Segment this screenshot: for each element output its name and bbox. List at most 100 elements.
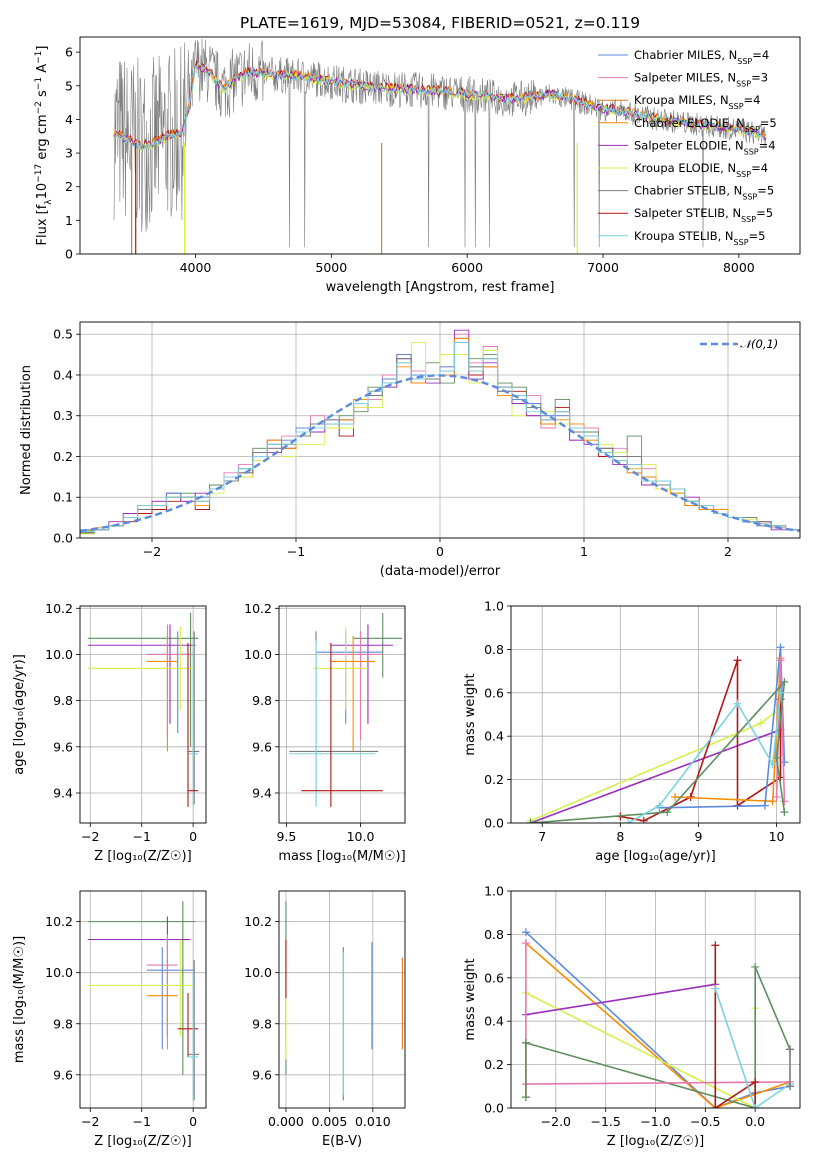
weight-marker <box>776 656 785 665</box>
data-point <box>330 631 383 740</box>
y-tick-label: 4 <box>65 112 73 127</box>
x-tick-label: 10 <box>769 829 785 844</box>
x-axis-label: Z [log₁₀(Z/Z☉)] <box>607 1134 704 1149</box>
weight-marker <box>711 941 720 950</box>
legend-label: Chabrier MILES, NSSP=4 <box>634 48 769 66</box>
weight-marker <box>780 758 789 767</box>
y-tick-label: 0.2 <box>484 772 504 787</box>
histogram-step <box>80 341 800 538</box>
weight-marker <box>780 808 789 817</box>
weight-marker <box>671 792 680 801</box>
y-tick-label: 9.6 <box>53 739 73 754</box>
x-axis-label: wavelength [Angstrom, rest frame] <box>326 280 555 295</box>
data-point <box>188 972 199 1101</box>
weight-line <box>525 966 791 1108</box>
data-point <box>177 993 199 1057</box>
weight-marker <box>756 719 765 728</box>
legend-label: 𝒩(0,1) <box>740 337 778 351</box>
y-axis-label: mass weight <box>463 958 478 1040</box>
x-tick-label: 6000 <box>451 260 483 275</box>
axes-frame <box>510 605 801 824</box>
y-tick-label: 9.8 <box>53 1016 73 1031</box>
x-tick-label: 8 <box>616 829 624 844</box>
x-tick-label: 10.0 <box>347 829 375 844</box>
y-tick-label: 9.4 <box>53 785 73 800</box>
figure-title: PLATE=1619, MJD=53084, FIBERID=0521, z=0… <box>240 14 640 32</box>
y-tick-label: 10.2 <box>45 914 73 929</box>
legend-label: Salpeter ELODIE, NSSP=4 <box>634 138 776 156</box>
weight-line <box>714 945 756 1108</box>
x-tick-label: 1 <box>580 544 588 559</box>
y-tick-label: 10.0 <box>244 647 272 662</box>
y-tick-label: 9.6 <box>252 739 272 754</box>
axes-mass_vs_ebv: 0.000 0.005 0.010 9.6 9.8 10.0 10.2 E(B-V) <box>244 891 405 1149</box>
x-tick-label: −2.0 <box>541 1114 571 1129</box>
legend-label: Chabrier STELIB, NSSP=5 <box>634 184 774 202</box>
weight-marker <box>733 656 742 665</box>
y-tick-label: 10.0 <box>45 965 73 980</box>
y-tick-label: 0.6 <box>484 685 504 700</box>
x-tick-label: −2 <box>143 544 161 559</box>
x-tick-label: 7 <box>538 829 546 844</box>
y-tick-label: 5 <box>65 78 73 93</box>
y-tick-label: 0.4 <box>484 1014 504 1029</box>
x-tick-label: 9.5 <box>276 829 296 844</box>
axes-spectrum: 4000 5000 6000 7000 8000 0 1 2 3 4 5 6 wavelength [A… <box>65 45 755 295</box>
data-point <box>187 642 199 807</box>
weight-marker <box>624 819 633 823</box>
y-tick-label: 1.0 <box>484 599 504 614</box>
y-tick-label: 0.2 <box>484 1057 504 1072</box>
x-tick-label: 2 <box>724 544 732 559</box>
weight-marker <box>786 1045 795 1054</box>
y-tick-label: 10.0 <box>45 647 73 662</box>
y-tick-label: 9.4 <box>252 785 272 800</box>
y-tick-label: 0.0 <box>53 531 73 546</box>
weight-marker <box>639 816 648 823</box>
data-point <box>87 939 194 1037</box>
data-point <box>330 624 394 724</box>
data-point <box>289 640 376 807</box>
legend-label: Salpeter STELIB, NSSP=5 <box>634 206 773 224</box>
x-tick-label: 0 <box>189 1114 197 1129</box>
legend-label: Kroupa STELIB, NSSP=5 <box>634 229 765 247</box>
axes-frame <box>79 321 801 539</box>
y-tick-label: 9.6 <box>53 1067 73 1082</box>
y-tick-label: 9.8 <box>252 1016 272 1031</box>
weight-marker <box>768 760 777 769</box>
y-tick-label: 0.0 <box>484 816 504 831</box>
y-tick-label: 0.0 <box>484 1101 504 1116</box>
axes-residuals: −2 −1 0 1 2 0.0 0.1 0.2 0.3 0.4 0.5 (data-model)/er… <box>19 322 800 579</box>
weight-marker <box>751 962 760 971</box>
y-tick-label: 0.8 <box>484 927 504 942</box>
axes-weight_vs_age: 7 8 9 10 0.0 0.2 0.4 0.6 0.8 1.0 age [log₁₀(age/yr… <box>463 599 800 864</box>
y-tick-label: 9.6 <box>252 1067 272 1082</box>
weight-line <box>525 942 791 1108</box>
y-tick-label: 0.1 <box>53 490 73 505</box>
weight-marker <box>760 801 769 810</box>
y-tick-label: 0.6 <box>484 970 504 985</box>
y-axis-label: mass [log₁₀(M/M☉)] <box>12 936 27 1063</box>
x-axis-label: Z [log₁₀(Z/Z☉)] <box>94 1134 191 1149</box>
x-tick-label: 4000 <box>180 260 212 275</box>
y-tick-label: 0.4 <box>53 367 73 382</box>
x-axis-label: mass [log₁₀(M/M☉)] <box>278 849 405 864</box>
x-tick-label: 9 <box>694 829 702 844</box>
x-tick-label: 8000 <box>723 260 755 275</box>
weight-marker <box>768 797 777 806</box>
weight-marker <box>751 1077 760 1086</box>
weight-marker <box>751 1104 760 1108</box>
x-tick-label: 0 <box>436 544 444 559</box>
legend-label: Kroupa ELODIE, NSSP=4 <box>634 161 768 179</box>
weight-marker <box>655 801 664 810</box>
y-tick-label: 10.2 <box>244 914 272 929</box>
y-tick-label: 9.8 <box>53 693 73 708</box>
weight-marker <box>526 819 535 823</box>
y-tick-label: 6 <box>65 45 73 60</box>
y-tick-label: 3 <box>65 146 73 161</box>
data-point <box>146 636 178 752</box>
data-point <box>330 636 376 752</box>
y-tick-label: 10.2 <box>244 601 272 616</box>
axes-frame <box>79 605 207 824</box>
y-tick-label: 1 <box>65 213 73 228</box>
